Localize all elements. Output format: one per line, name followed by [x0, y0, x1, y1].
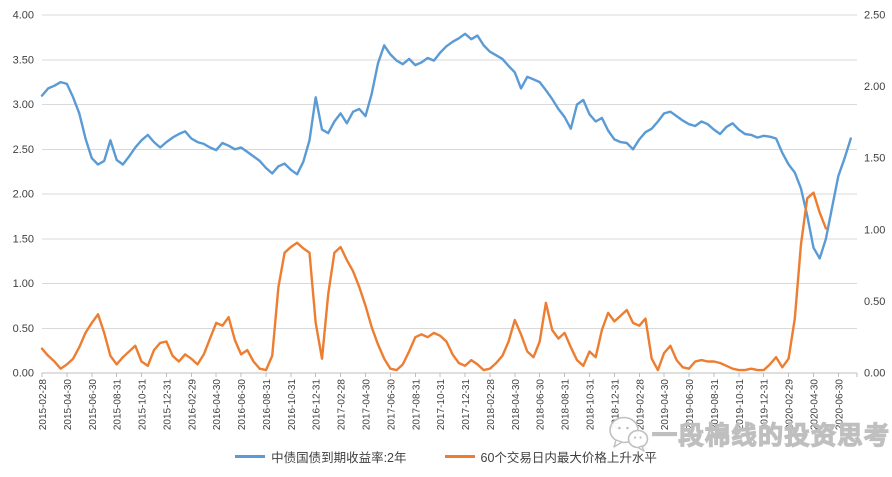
legend-swatch-orange	[444, 455, 475, 458]
left-axis-label: 3.00	[13, 99, 34, 111]
x-axis-label: 2019-06-30	[685, 379, 696, 431]
x-axis-label: 2020-02-29	[785, 379, 796, 431]
x-axis-label: 2017-02-28	[337, 379, 348, 431]
x-axis-label: 2016-04-30	[212, 379, 223, 431]
x-axis-label: 2017-10-31	[436, 379, 447, 431]
series-line-1	[40, 191, 828, 372]
x-axis-label: 2015-12-31	[162, 379, 173, 431]
chart-legend: 中债国债到期收益率:2年 60个交易日内最大价格上升水平	[0, 447, 892, 466]
x-axis-label: 2015-08-31	[113, 379, 124, 431]
right-axis-label: 2.00	[864, 81, 885, 93]
x-axis-label: 2016-12-31	[312, 379, 323, 431]
x-axis-label: 2020-06-30	[834, 379, 845, 431]
left-axis-label: 0.00	[13, 368, 34, 380]
legend-label: 中债国债到期收益率:2年	[271, 451, 407, 465]
x-axis-label: 2018-04-30	[511, 379, 522, 431]
x-axis-label: 2015-02-28	[38, 379, 49, 431]
x-axis-label: 2017-06-30	[386, 379, 397, 431]
legend-item-max-rise: 60个交易日内最大价格上升水平	[444, 447, 657, 466]
right-axis-label: 1.00	[864, 224, 885, 236]
left-axis-label: 2.00	[13, 189, 34, 201]
right-axis-label: 1.50	[864, 153, 885, 165]
x-axis-label: 2017-08-31	[411, 379, 422, 431]
gridlines	[42, 14, 857, 374]
x-axis-label: 2017-12-31	[461, 379, 472, 431]
x-axis-label: 2017-04-30	[362, 379, 373, 431]
x-axis-label: 2016-06-30	[237, 379, 248, 431]
x-axis-label: 2015-04-30	[63, 379, 74, 431]
x-axis-label: 2016-02-29	[187, 379, 198, 431]
series-line-0	[40, 32, 852, 260]
left-axis-label: 1.50	[13, 233, 34, 245]
x-axis-label: 2019-10-31	[735, 379, 746, 431]
legend-swatch-blue	[235, 455, 266, 458]
x-axis-label: 2020-04-30	[809, 379, 820, 431]
x-axis-label: 2019-08-31	[710, 379, 721, 431]
right-axis-label: 0.00	[864, 368, 885, 380]
x-axis-label: 2018-02-28	[486, 379, 497, 431]
x-axis-label: 2015-06-30	[88, 379, 99, 431]
right-axis-label: 2.50	[864, 10, 885, 22]
left-axis-label: 3.50	[13, 54, 34, 66]
x-axis-label: 2019-04-30	[660, 379, 671, 431]
x-axis: 2015-02-28 2015-04-30 2015-06-30 2015-08-31…	[38, 373, 858, 431]
left-axis-label: 4.00	[13, 10, 34, 22]
left-axis-label: 1.00	[13, 278, 34, 290]
legend-label: 60个交易日内最大价格上升水平	[480, 451, 657, 465]
x-axis-label: 2018-10-31	[585, 379, 596, 431]
x-axis-label: 2018-06-30	[536, 379, 547, 431]
left-axis-label: 0.50	[13, 323, 34, 335]
x-axis-label: 2019-02-28	[635, 379, 646, 431]
x-axis-label: 2015-10-31	[138, 379, 149, 431]
left-axis-label: 2.50	[13, 144, 34, 156]
x-axis-label: 2019-12-31	[760, 379, 771, 431]
x-axis-label: 2018-12-31	[610, 379, 621, 431]
x-axis-label: 2016-10-31	[287, 379, 298, 431]
right-axis-label: 0.50	[864, 296, 885, 308]
legend-item-bond-yield: 中债国债到期收益率:2年	[235, 447, 407, 466]
x-axis-label: 2016-08-31	[262, 379, 273, 431]
x-axis-label: 2018-08-31	[561, 379, 572, 431]
